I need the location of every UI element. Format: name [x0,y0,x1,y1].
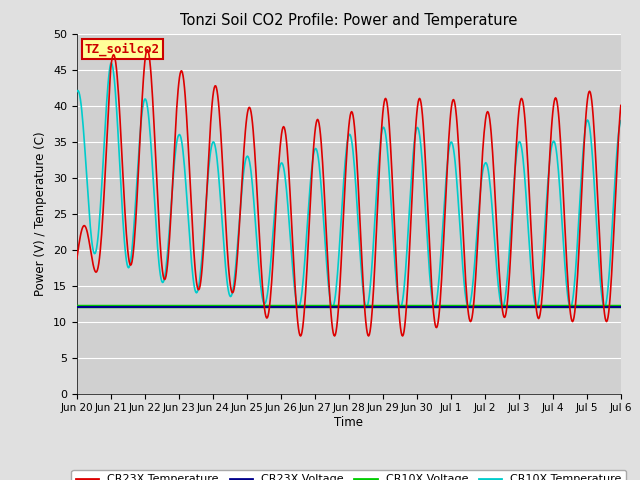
Y-axis label: Power (V) / Temperature (C): Power (V) / Temperature (C) [35,132,47,296]
Text: TZ_soilco2: TZ_soilco2 [85,43,160,56]
Legend: CR23X Temperature, CR23X Voltage, CR10X Voltage, CR10X Temperature: CR23X Temperature, CR23X Voltage, CR10X … [72,470,626,480]
X-axis label: Time: Time [334,416,364,429]
Title: Tonzi Soil CO2 Profile: Power and Temperature: Tonzi Soil CO2 Profile: Power and Temper… [180,13,518,28]
